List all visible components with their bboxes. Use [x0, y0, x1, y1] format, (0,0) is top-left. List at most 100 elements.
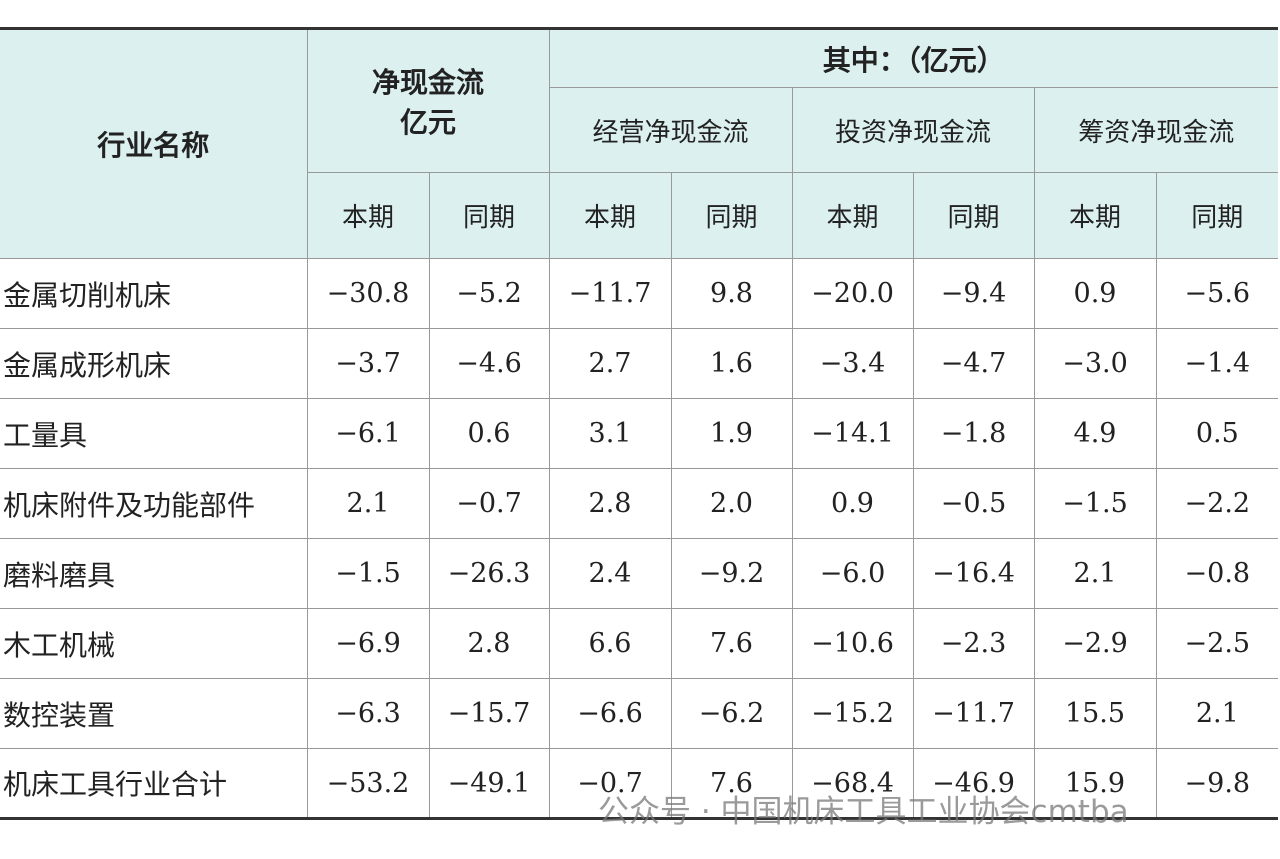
value-cell: −3.4 [791, 328, 914, 399]
value-cell: −53.2 [306, 748, 430, 819]
value-cell: −15.2 [791, 678, 914, 749]
value-cell: 2.1 [1033, 538, 1157, 609]
row-label-header: 行业名称 [0, 28, 308, 259]
value-cell: 0.5 [1155, 398, 1279, 469]
value-cell: −30.8 [306, 258, 430, 329]
period-header: 本期 [791, 172, 914, 259]
group-header: 投资净现金流 [791, 87, 1035, 173]
net-header-line: 亿元 [400, 106, 457, 139]
value-cell: −11.7 [912, 678, 1035, 749]
value-cell: 0.9 [1033, 258, 1157, 329]
value-cell: −2.3 [912, 608, 1035, 679]
table-row: 机床附件及功能部件 2.1 −0.7 2.8 2.0 0.9 −0.5 −1.5 −2.2 [0, 468, 1279, 539]
value-cell: −1.8 [912, 398, 1035, 469]
period-row: 本期 同期 本期 同期 本期 同期 本期 同期 [0, 172, 1279, 259]
table-body: 金属切削机床 −30.8 −5.2 −11.7 9.8 −20.0 −9.4 0.9 −5.6 金… [0, 258, 1279, 819]
period-header: 本期 [548, 172, 672, 259]
industry-name: 金属成形机床 [0, 328, 308, 399]
value-cell: 7.6 [670, 748, 793, 819]
value-cell: −6.6 [548, 678, 672, 749]
value-cell: −9.8 [1155, 748, 1279, 819]
period-header: 同期 [670, 172, 793, 259]
watermark: 公众号 · 中国机床工具工业协会cmtba [598, 794, 1129, 830]
group-header: 经营净现金流 [549, 87, 793, 173]
value-cell: −5.6 [1155, 258, 1279, 329]
value-cell: 0.9 [791, 468, 914, 539]
cash-flow-table: 行业名称 净现金流 亿元 其中：（亿元） 经营净现金流 投资净现金流 筹资净现金… [0, 27, 1279, 820]
industry-name: 磨料磨具 [0, 538, 308, 609]
value-cell: −11.7 [548, 258, 672, 329]
value-cell: −0.7 [428, 468, 550, 539]
value-cell: −9.4 [912, 258, 1035, 329]
value-cell: 15.5 [1033, 678, 1157, 749]
table-header: 行业名称 净现金流 亿元 其中：（亿元） 经营净现金流 投资净现金流 筹资净现金… [0, 28, 1279, 259]
value-cell: −2.2 [1155, 468, 1279, 539]
value-cell: 2.4 [548, 538, 672, 609]
value-cell: −5.2 [428, 258, 550, 329]
value-cell: −6.2 [670, 678, 793, 749]
value-cell: −6.3 [306, 678, 430, 749]
industry-name: 木工机械 [0, 608, 308, 679]
value-cell: −16.4 [912, 538, 1035, 609]
value-cell: −46.9 [912, 748, 1035, 819]
net-header-line: 净现金流 [372, 66, 485, 99]
net-header: 净现金流 亿元 [306, 28, 550, 173]
period-header: 同期 [1155, 172, 1279, 259]
value-cell: 9.8 [670, 258, 793, 329]
value-cell: 2.8 [428, 608, 550, 679]
value-cell: 4.9 [1033, 398, 1157, 469]
industry-name: 机床工具行业合计 [0, 748, 308, 819]
value-cell: −26.3 [428, 538, 550, 609]
value-cell: −2.9 [1033, 608, 1157, 679]
value-cell: −4.7 [912, 328, 1035, 399]
industry-name: 机床附件及功能部件 [0, 468, 308, 539]
table-row: 机床工具行业合计 −53.2 −49.1 −0.7 7.6 −68.4 −46.9 15.9−… [0, 748, 1279, 819]
value-cell: −3.7 [306, 328, 430, 399]
value-cell: 3.1 [548, 398, 672, 469]
value-cell: −1.4 [1155, 328, 1279, 399]
value-cell: −10.6 [791, 608, 914, 679]
value-cell: 2.7 [548, 328, 672, 399]
value-cell: 1.9 [670, 398, 793, 469]
value-cell: −9.2 [670, 538, 793, 609]
value-cell: 15.9 [1033, 748, 1157, 819]
value-cell: −49.1 [428, 748, 550, 819]
value-cell: −4.6 [428, 328, 550, 399]
value-cell: −3.0 [1033, 328, 1157, 399]
value-cell: −0.5 [912, 468, 1035, 539]
value-cell: −20.0 [791, 258, 914, 329]
value-cell: −6.1 [306, 398, 430, 469]
value-cell: −6.9 [306, 608, 430, 679]
table-row: 数控装置 −6.3 −15.7 −6.6 −6.2 −15.2 −11.7 15.5 2.1 [0, 678, 1279, 749]
value-cell: 2.8 [548, 468, 672, 539]
value-cell: −68.4 [791, 748, 914, 819]
value-cell: −15.7 [428, 678, 550, 749]
group-header: 筹资净现金流 [1033, 87, 1279, 173]
value-cell: 2.0 [670, 468, 793, 539]
industry-name: 工量具 [0, 398, 308, 469]
of-which-header: 其中：（亿元） [548, 28, 1279, 88]
value-cell: 6.6 [548, 608, 672, 679]
value-cell: −1.5 [1033, 468, 1157, 539]
value-cell: −0.8 [1155, 538, 1279, 609]
period-header: 本期 [1033, 172, 1157, 259]
value-cell: 2.1 [1155, 678, 1279, 749]
value-cell: −1.5 [306, 538, 430, 609]
period-header: 同期 [428, 172, 550, 259]
period-header: 本期 [307, 172, 430, 259]
industry-name: 金属切削机床 [0, 258, 308, 329]
table-row: 木工机械 −6.9 2.8 6.6 7.6 −10.6 −2.3 −2.9 −2.5 [0, 608, 1279, 679]
value-cell: 1.6 [670, 328, 793, 399]
industry-name: 数控装置 [0, 678, 308, 749]
table-row: 金属成形机床 −3.7 −4.6 2.7 1.6 −3.4 −4.7 −3.0 −1.4 [0, 328, 1279, 399]
value-cell: −6.0 [791, 538, 914, 609]
period-header: 同期 [912, 172, 1035, 259]
value-cell: 2.1 [306, 468, 430, 539]
table-row: 金属切削机床 −30.8 −5.2 −11.7 9.8 −20.0 −9.4 0.9 −5.6 [0, 258, 1279, 329]
value-cell: −2.5 [1155, 608, 1279, 679]
value-cell: 7.6 [670, 608, 793, 679]
value-cell: −14.1 [791, 398, 914, 469]
table-row: 工量具 −6.1 0.6 3.1 1.9 −14.1 −1.8 4.9 0.5 [0, 398, 1279, 469]
value-cell: 0.6 [428, 398, 550, 469]
